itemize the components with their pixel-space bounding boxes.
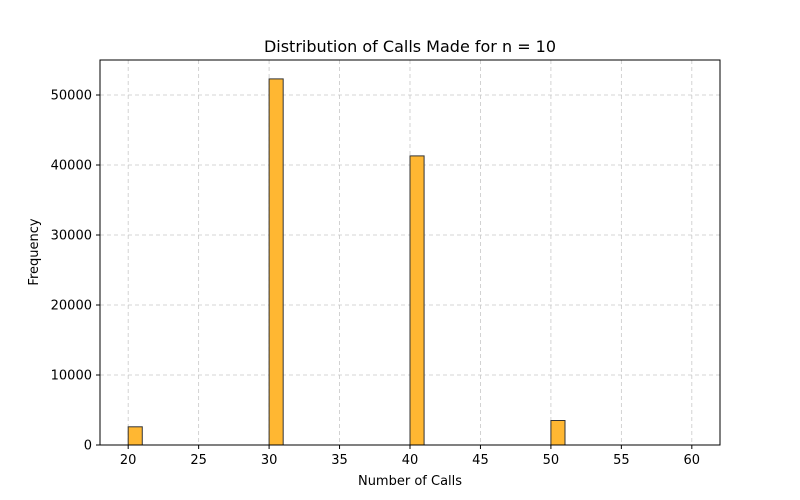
histogram-bar-1 bbox=[268, 78, 284, 446]
x-tick-label-1: 25 bbox=[190, 453, 207, 468]
x-tick-label-5: 45 bbox=[472, 453, 489, 468]
x-tick-label-2: 30 bbox=[261, 453, 278, 468]
y-tick-label-0: 0 bbox=[84, 439, 92, 454]
y-tick-label-5: 50000 bbox=[51, 89, 92, 104]
histogram-bar-0 bbox=[127, 426, 143, 446]
x-tick-label-4: 40 bbox=[402, 453, 419, 468]
chart-title: Distribution of Calls Made for n = 10 bbox=[264, 37, 556, 56]
x-tick-label-0: 20 bbox=[120, 453, 137, 468]
y-tick-label-1: 10000 bbox=[51, 369, 92, 384]
y-tick-label-3: 30000 bbox=[51, 229, 92, 244]
y-axis-title: Frequency bbox=[27, 218, 42, 285]
x-tick-label-3: 35 bbox=[331, 453, 348, 468]
histogram-bar-2 bbox=[409, 155, 425, 446]
x-axis-title: Number of Calls bbox=[358, 474, 462, 489]
x-tick-label-8: 60 bbox=[684, 453, 701, 468]
x-axis-ticks: 20 25 30 35 40 45 50 55 60 bbox=[120, 445, 700, 468]
y-axis-ticks: 0 10000 20000 30000 40000 50000 bbox=[51, 89, 100, 454]
histogram-bar-3 bbox=[550, 420, 566, 446]
bars bbox=[127, 78, 566, 446]
y-tick-label-4: 40000 bbox=[51, 159, 92, 174]
x-tick-label-6: 50 bbox=[543, 453, 560, 468]
y-tick-label-2: 20000 bbox=[51, 299, 92, 314]
x-tick-label-7: 55 bbox=[613, 453, 630, 468]
